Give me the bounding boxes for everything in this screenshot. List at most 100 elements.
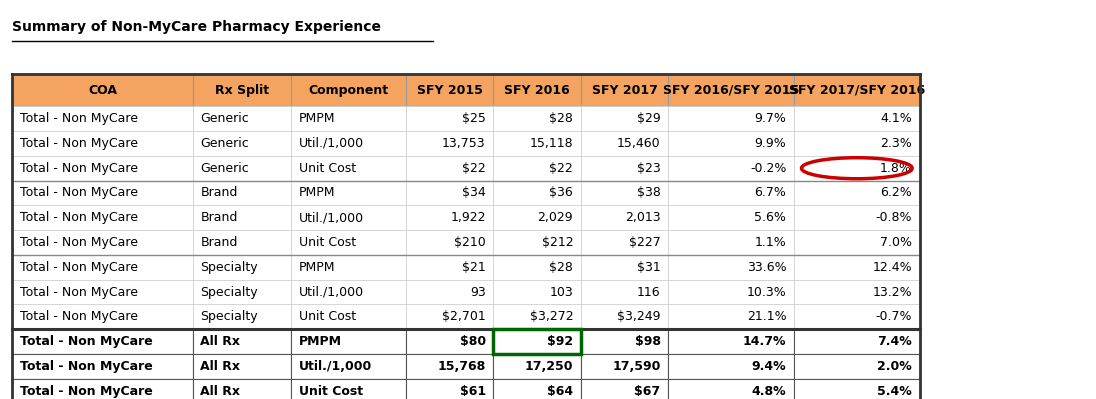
Bar (669, 304, 794, 329)
Text: $98: $98 (635, 335, 661, 348)
Bar (581, 354, 669, 379)
Text: SFY 2015: SFY 2015 (416, 84, 482, 97)
Text: Util./1,000: Util./1,000 (299, 360, 372, 373)
Bar (493, 379, 581, 399)
Text: Util./1,000: Util./1,000 (299, 137, 364, 150)
Bar (406, 354, 493, 379)
Bar (493, 230, 581, 255)
Bar (794, 181, 920, 205)
Bar (12, 131, 193, 156)
Bar (193, 280, 292, 304)
Bar (794, 230, 920, 255)
Text: Total - Non MyCare: Total - Non MyCare (20, 112, 138, 125)
Text: $61: $61 (459, 385, 486, 398)
Bar (581, 255, 669, 280)
Text: Brand: Brand (201, 236, 238, 249)
Text: 7.4%: 7.4% (877, 335, 912, 348)
Bar (493, 329, 581, 354)
Bar (794, 329, 920, 354)
Text: Total - Non MyCare: Total - Non MyCare (20, 211, 138, 224)
Text: $92: $92 (547, 335, 573, 348)
Bar (12, 329, 193, 354)
Text: $2,701: $2,701 (442, 310, 486, 323)
Bar (581, 74, 669, 106)
Text: 6.2%: 6.2% (880, 186, 912, 200)
Bar (493, 304, 581, 329)
Bar (292, 255, 406, 280)
Bar (406, 131, 493, 156)
Text: 15,768: 15,768 (437, 360, 486, 373)
Bar (794, 354, 920, 379)
Bar (581, 230, 669, 255)
Text: $28: $28 (549, 112, 573, 125)
Bar (12, 354, 193, 379)
Text: COA: COA (88, 84, 117, 97)
Text: $23: $23 (637, 162, 661, 175)
Bar (193, 131, 292, 156)
Text: 5.4%: 5.4% (877, 385, 912, 398)
Bar (292, 181, 406, 205)
Text: Unit Cost: Unit Cost (299, 162, 356, 175)
Text: $38: $38 (637, 186, 661, 200)
Text: Total - Non MyCare: Total - Non MyCare (20, 162, 138, 175)
Bar (581, 106, 669, 131)
Text: $25: $25 (461, 112, 486, 125)
Text: Generic: Generic (201, 137, 249, 150)
Text: $29: $29 (637, 112, 661, 125)
Text: 2.3%: 2.3% (880, 137, 912, 150)
Bar (193, 304, 292, 329)
Text: $227: $227 (629, 236, 661, 249)
Text: Total - Non MyCare: Total - Non MyCare (20, 310, 138, 323)
Text: 14.7%: 14.7% (743, 335, 786, 348)
Text: Total - Non MyCare: Total - Non MyCare (20, 261, 138, 274)
Bar (193, 205, 292, 230)
Text: $36: $36 (549, 186, 573, 200)
Text: 9.7%: 9.7% (754, 112, 786, 125)
Bar (581, 131, 669, 156)
Bar (581, 329, 669, 354)
Bar (581, 205, 669, 230)
Bar (581, 156, 669, 181)
Bar (12, 106, 193, 131)
Text: 9.9%: 9.9% (754, 137, 786, 150)
Text: $31: $31 (637, 261, 661, 274)
Text: Unit Cost: Unit Cost (299, 236, 356, 249)
Bar (581, 181, 669, 205)
Bar (12, 230, 193, 255)
Text: Total - Non MyCare: Total - Non MyCare (20, 137, 138, 150)
Text: 7.0%: 7.0% (880, 236, 912, 249)
Text: 93: 93 (470, 286, 486, 298)
Text: 15,460: 15,460 (617, 137, 661, 150)
Text: PMPM: PMPM (299, 186, 335, 200)
Bar (581, 304, 669, 329)
Text: 17,250: 17,250 (525, 360, 573, 373)
Text: -0.2%: -0.2% (750, 162, 786, 175)
Bar (12, 205, 193, 230)
Text: 2,029: 2,029 (537, 211, 573, 224)
Bar (193, 106, 292, 131)
Bar (292, 280, 406, 304)
Bar (794, 304, 920, 329)
Bar (12, 255, 193, 280)
Bar (669, 255, 794, 280)
Text: 6.7%: 6.7% (754, 186, 786, 200)
Text: $21: $21 (461, 261, 486, 274)
Bar (292, 106, 406, 131)
Bar (669, 354, 794, 379)
Text: Specialty: Specialty (201, 286, 258, 298)
Bar (581, 379, 669, 399)
Bar (669, 329, 794, 354)
Bar (493, 205, 581, 230)
Text: -0.8%: -0.8% (876, 211, 912, 224)
Text: $3,249: $3,249 (617, 310, 661, 323)
Text: PMPM: PMPM (299, 335, 342, 348)
Bar (12, 304, 193, 329)
Bar (193, 181, 292, 205)
Bar (794, 156, 920, 181)
Bar (193, 354, 292, 379)
Bar (493, 74, 581, 106)
Bar (794, 379, 920, 399)
Bar (193, 329, 292, 354)
Bar (493, 156, 581, 181)
Text: $80: $80 (459, 335, 486, 348)
